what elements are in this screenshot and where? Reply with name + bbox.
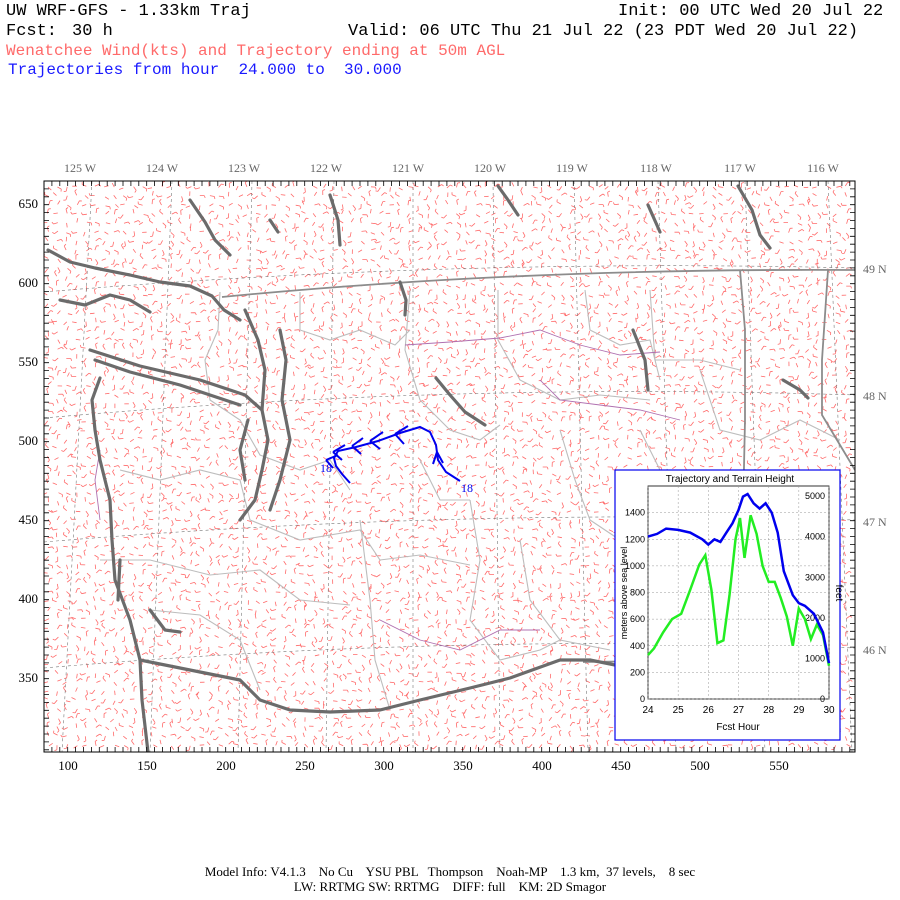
inset-y-tick-ft: 3000	[805, 572, 825, 582]
y-tick-label: 500	[19, 433, 39, 448]
inset-x-tick: 25	[673, 705, 685, 716]
x-tick-label: 200	[216, 758, 236, 773]
model-info-physics: LW: RRTMG SW: RRTMG DIFF: full KM: 2D Sm…	[293, 879, 607, 894]
inset-x-tick: 28	[763, 705, 775, 716]
y-axis: 650 600 550 500 450 400 350	[19, 196, 39, 685]
trajectory-end-label: 18	[461, 481, 473, 495]
x-axis: 100 150 200 250 300 350 400 450 500 550	[58, 758, 789, 773]
x-tick-label: 150	[137, 758, 157, 773]
inset-y-tick-m: 1000	[625, 561, 645, 571]
inset-x-tick: 24	[642, 705, 654, 716]
trajectory-height-line	[647, 492, 831, 664]
inset-y-tick-m: 600	[630, 614, 645, 624]
inset-y-tick-m: 200	[630, 667, 645, 677]
inset-y-tick-m: 800	[630, 588, 645, 598]
trajectory-path	[332, 425, 461, 484]
y-tick-label: 350	[19, 670, 39, 685]
inset-series	[647, 492, 831, 666]
y-tick-label: 650	[19, 196, 39, 211]
trajectory-terrain-inset: Trajectory and Terrain Height 0 200 400 600…	[614, 469, 844, 741]
trajectory-start-label: 18	[320, 461, 332, 475]
x-tick-label: 550	[769, 758, 789, 773]
lon-label: 116 W	[807, 161, 839, 175]
lon-label: 125 W	[64, 161, 97, 175]
rivers	[94, 329, 681, 651]
wind-barb-field	[44, 181, 854, 752]
inset-y-tick-ft: 5000	[805, 491, 825, 501]
x-tick-label: 350	[453, 758, 473, 773]
y-tick-label: 600	[19, 275, 39, 290]
y-tick-label: 550	[19, 354, 39, 369]
minor-ticks	[43, 180, 855, 752]
terrain-height-line	[647, 514, 831, 666]
lon-label: 123 W	[228, 161, 261, 175]
x-tick-label: 100	[58, 758, 78, 773]
inset-x-tick: 26	[703, 705, 715, 716]
inset-y-tick-ft: 0	[820, 694, 825, 704]
trajectory-arrows	[325, 425, 444, 469]
inset-x-tick: 29	[793, 705, 805, 716]
inset-y-tick-m: 400	[630, 641, 645, 651]
inset-x-tick: 27	[733, 705, 745, 716]
forecast-label: Fcst:	[6, 22, 58, 41]
lon-label: 121 W	[392, 161, 425, 175]
lon-label: 118 W	[640, 161, 672, 175]
lon-label: 122 W	[310, 161, 343, 175]
trajectory-range: Trajectories from hour 24.000 to 30.000	[8, 61, 402, 79]
x-tick-label: 500	[690, 758, 710, 773]
lat-label: 49 N	[863, 262, 887, 276]
forecast-hour: 30 h	[72, 22, 113, 41]
trajectory: 18 18	[320, 425, 473, 495]
coastlines	[46, 184, 810, 752]
inset-y-label-right: feet	[833, 585, 844, 602]
inset-x-tick: 30	[823, 705, 835, 716]
longitude-labels: 125 W 124 W 123 W 122 W 121 W 120 W 119 …	[64, 161, 840, 175]
county-boundaries	[100, 289, 841, 711]
x-tick-label: 400	[532, 758, 552, 773]
lon-label: 124 W	[146, 161, 179, 175]
lat-label: 47 N	[863, 515, 887, 529]
lon-label: 119 W	[556, 161, 588, 175]
y-tick-label: 400	[19, 591, 39, 606]
lat-label: 46 N	[863, 643, 887, 657]
valid-time: Valid: 06 UTC Thu 21 Jul 22 (23 PDT Wed …	[348, 22, 859, 41]
map-subtitle: Wenatchee Wind(kts) and Trajectory endin…	[6, 42, 506, 60]
map-title: UW WRF-GFS - 1.33km Traj	[6, 2, 251, 21]
inset-x-axis: 24 25 26 27 28 29 30	[642, 705, 835, 716]
init-time: Init: 00 UTC Wed 20 Jul 22	[618, 2, 884, 21]
latitude-labels: 49 N 48 N 47 N 46 N	[863, 262, 887, 657]
x-tick-label: 450	[611, 758, 631, 773]
x-tick-label: 300	[374, 758, 394, 773]
lat-label: 48 N	[863, 389, 887, 403]
lon-label: 120 W	[474, 161, 507, 175]
inset-title: Trajectory and Terrain Height	[666, 474, 795, 485]
x-tick-label: 250	[295, 758, 315, 773]
wind-barbs	[44, 181, 854, 752]
inset-y-tick-m: 1400	[625, 508, 645, 518]
map-frame	[43, 180, 856, 753]
inset-y-tick-m: 0	[640, 694, 645, 704]
axis-ticks	[43, 180, 855, 752]
model-info: Model Info: V4.1.3 No Cu YSU PBL Thompso…	[204, 864, 696, 879]
inset-y-tick-ft: 4000	[805, 532, 825, 542]
lon-label: 117 W	[724, 161, 756, 175]
inset-y-tick-m: 1200	[625, 534, 645, 544]
y-tick-label: 450	[19, 512, 39, 527]
inset-x-label: Fcst Hour	[716, 722, 760, 733]
inset-y-axis-meters: 0 200 400 600 800 1000 1200 1400	[625, 508, 645, 704]
inset-y-tick-ft: 1000	[805, 653, 825, 663]
inset-y-label-left: meters above sea level	[619, 547, 629, 640]
